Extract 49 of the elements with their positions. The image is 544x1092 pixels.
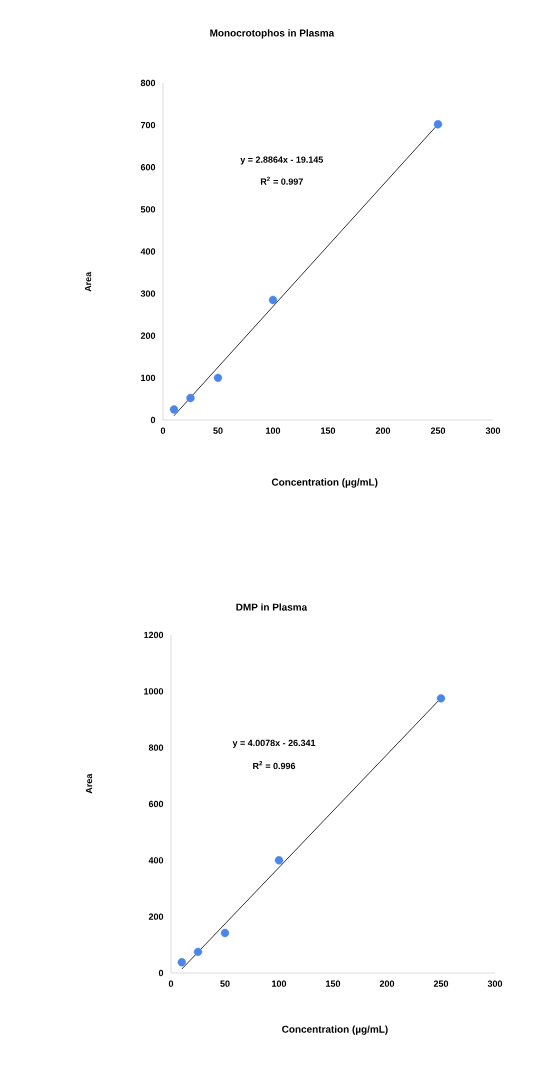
x-tick-label: 0 (168, 980, 174, 987)
annotation: y = 2.8864x - 19.145 (240, 156, 324, 165)
x-tick-label: 50 (220, 980, 230, 987)
y-tick-label: 800 (148, 744, 164, 751)
y-tick-label: 500 (140, 206, 156, 213)
y-tick-label: 200 (140, 332, 156, 339)
point (433, 120, 443, 129)
x-tick-label: 250 (433, 980, 449, 987)
y-tick-label: 0 (158, 969, 164, 977)
y-tick-label: 300 (140, 290, 156, 297)
point (193, 947, 203, 957)
point (177, 958, 186, 967)
point (220, 928, 230, 938)
x-tick-label: 100 (272, 980, 287, 987)
y-tick-label: 800 (140, 79, 156, 87)
x-tick-label: 150 (326, 980, 341, 987)
y-tick-label: 100 (141, 374, 156, 382)
x-tick-label: 150 (321, 427, 336, 434)
point (268, 295, 278, 305)
point (186, 393, 195, 403)
annotation: R$^{2}$ = 0.996 (253, 761, 296, 770)
x-tick-label: 100 (266, 427, 281, 434)
y-axis-title: Area (85, 773, 93, 794)
x-tick-label: 300 (485, 427, 501, 434)
chart-title: Monocrotophos in Plasma (210, 29, 335, 39)
y-tick-label: 400 (140, 248, 156, 255)
x-axis-title: Concentration (µg/mL) (282, 1025, 388, 1035)
x-tick-label: 200 (375, 427, 391, 434)
x-tick-label: 250 (430, 427, 446, 434)
x-tick-label: 200 (379, 980, 395, 987)
x-axis-title: Concentration (µg/mL) (271, 478, 378, 488)
point (213, 373, 223, 383)
y-tick-label: 0 (150, 416, 156, 424)
y-tick-label: 600 (140, 164, 156, 171)
point (436, 694, 446, 703)
y-axis-title: Area (84, 271, 92, 292)
y-tick-label: 1200 (144, 631, 164, 639)
y-tick-label: 1000 (144, 688, 164, 695)
x-tick-label: 300 (487, 980, 503, 987)
point (169, 405, 179, 414)
y-tick-label: 200 (148, 913, 164, 920)
y-tick-label: 400 (148, 857, 164, 864)
y-tick-label: 700 (140, 121, 156, 129)
point (274, 856, 284, 865)
y-tick-label: 600 (148, 800, 164, 808)
annotation: R$^{2}$ = 0.997 (260, 176, 303, 185)
chart-title: DMP in Plasma (236, 603, 308, 611)
annotation: y = 4.0078x - 26.341 (232, 739, 316, 748)
x-tick-label: 50 (213, 427, 223, 434)
